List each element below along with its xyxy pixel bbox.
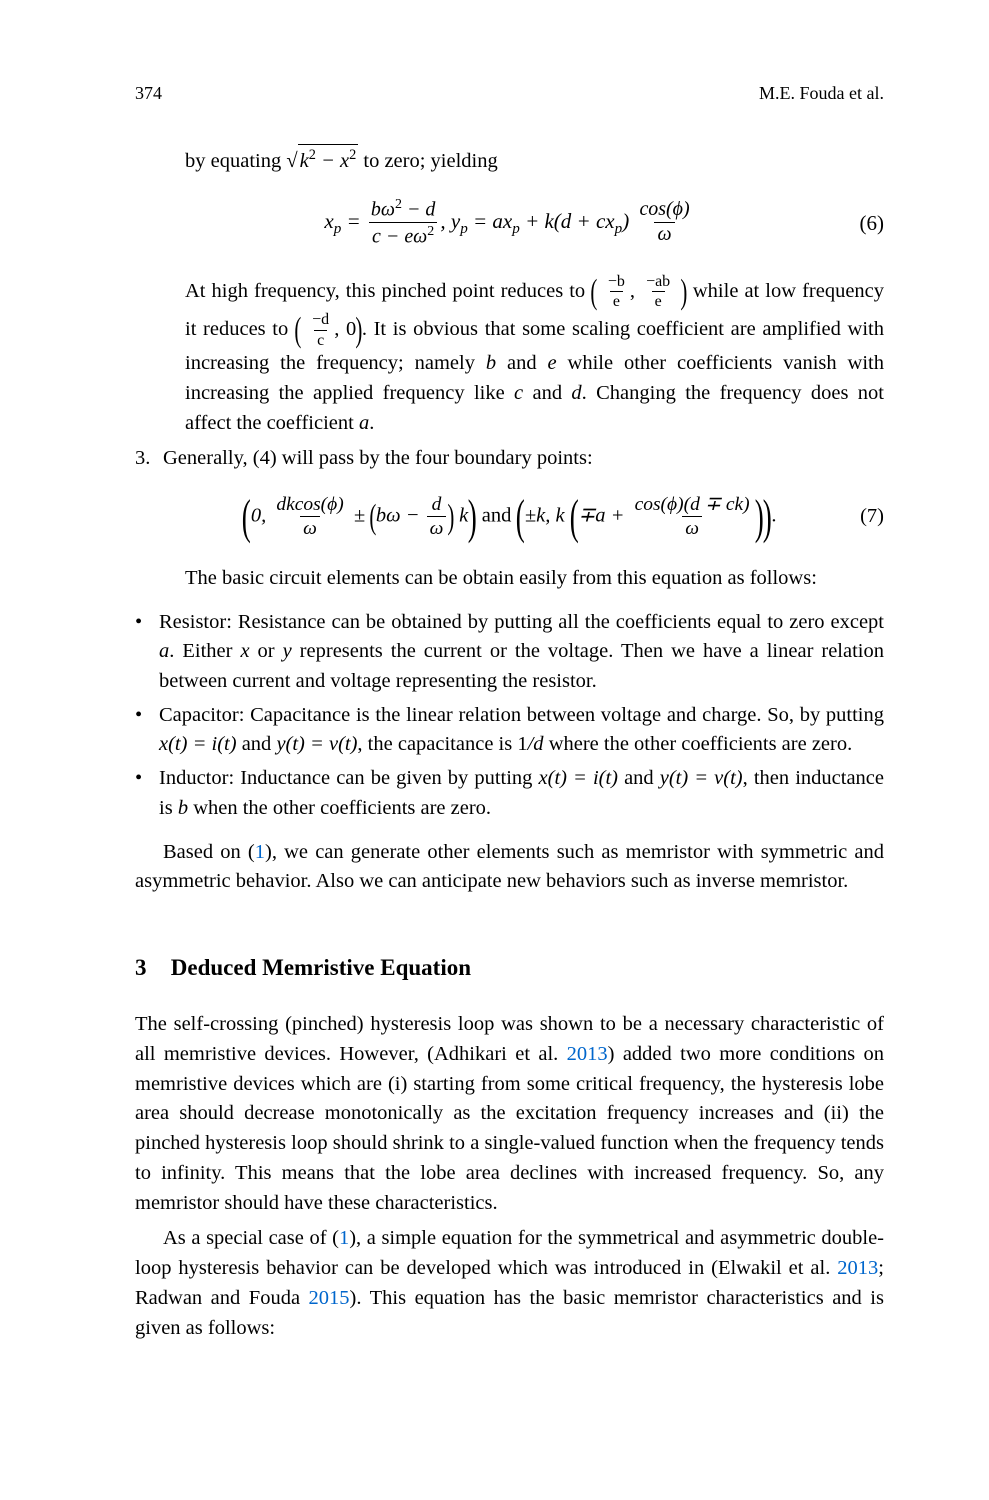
header-authors: M.E. Fouda et al. xyxy=(759,80,884,106)
page-number: 374 xyxy=(135,80,162,106)
bullet-resistor: • Resistor: Resistance can be obtained b… xyxy=(135,608,884,697)
page: 374 M.E. Fouda et al. by equating √k2 − … xyxy=(0,0,989,1500)
equation-6: xp = bω2 − d c − eω2 , yp = axp + k(d + … xyxy=(135,197,884,249)
cite-link-adhikari[interactable]: 2013 xyxy=(567,1043,608,1065)
bullet-capacitor: • Capacitor: Capacitance is the linear r… xyxy=(135,701,884,760)
eq-number-6: (6) xyxy=(860,208,885,238)
para-yielding: by equating √k2 − x2 to zero; yielding xyxy=(135,144,884,177)
para-basic-elements: The basic circuit elements can be obtain… xyxy=(135,564,884,594)
cite-link-elwakil[interactable]: 2013 xyxy=(837,1257,878,1279)
para-high-freq: At high frequency, this pinched point re… xyxy=(135,273,884,438)
running-header: 374 M.E. Fouda et al. xyxy=(135,80,884,106)
bullet-inductor: • Inductor: Inductance can be given by p… xyxy=(135,764,884,823)
ref-link-1a[interactable]: 1 xyxy=(255,841,265,863)
eq-number-7: (7) xyxy=(860,502,884,532)
para-sec3-2: As a special case of (1), a simple equat… xyxy=(135,1224,884,1343)
para-sec3-1: The self-crossing (pinched) hysteresis l… xyxy=(135,1010,884,1218)
section-heading: 3 Deduced Memristive Equation xyxy=(135,951,884,984)
para-based-on: Based on (1), we can generate other elem… xyxy=(135,838,884,897)
list-item-3: 3. Generally, (4) will pass by the four … xyxy=(135,444,884,474)
ref-link-1b[interactable]: 1 xyxy=(339,1227,349,1249)
equation-7: (0, dkcos(ϕ)ω ± (bω − dω) k) and (±k, k … xyxy=(135,494,884,540)
cite-link-radwan[interactable]: 2015 xyxy=(309,1287,350,1309)
bullet-list: • Resistor: Resistance can be obtained b… xyxy=(135,608,884,824)
